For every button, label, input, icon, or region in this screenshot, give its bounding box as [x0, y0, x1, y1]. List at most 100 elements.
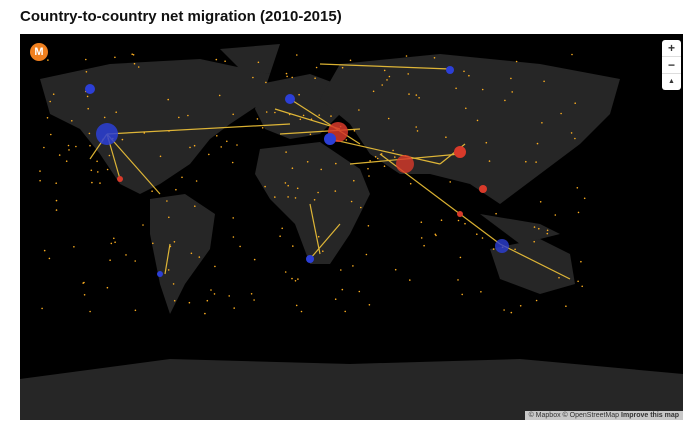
- flow-dot: [194, 205, 196, 207]
- flow-dot: [265, 81, 267, 84]
- flow-dot: [187, 114, 189, 117]
- flow-dot: [142, 224, 144, 226]
- flow-dot: [383, 165, 386, 167]
- flow-dot: [511, 91, 513, 93]
- flow-dot: [335, 162, 337, 165]
- flow-dot: [296, 54, 298, 56]
- flow-dot: [374, 156, 377, 158]
- flow-dot: [353, 179, 355, 182]
- flow-dot: [541, 122, 543, 124]
- flow-dot: [449, 181, 452, 183]
- flow-dot: [167, 98, 169, 101]
- flow-dot: [457, 219, 460, 222]
- flow-dot: [481, 88, 484, 91]
- flow-dot: [274, 111, 276, 114]
- flow-dot: [504, 99, 506, 102]
- flow-dot: [314, 77, 316, 79]
- compass[interactable]: ▲: [668, 78, 675, 85]
- flow-dot: [198, 256, 201, 258]
- flow-dot: [58, 154, 61, 156]
- flow-dot: [232, 217, 234, 219]
- flow-dot: [231, 161, 234, 164]
- flow-dot: [250, 293, 253, 295]
- flow-dot: [134, 309, 137, 312]
- flow-dot: [358, 109, 360, 111]
- flow-dot: [215, 58, 218, 61]
- flow-dot: [298, 93, 300, 96]
- flow-dot: [178, 116, 180, 119]
- flow-dot: [131, 53, 133, 55]
- flow-dot: [46, 117, 49, 119]
- flow-dot: [341, 288, 344, 291]
- flow-dot: [233, 307, 235, 309]
- flow-dot: [253, 299, 255, 301]
- flow-dot: [91, 181, 93, 184]
- flow-dot: [83, 294, 86, 296]
- flow-dot: [405, 55, 408, 57]
- flow-dot: [457, 279, 459, 281]
- flow-dot: [481, 237, 484, 239]
- improve-link[interactable]: Improve this map: [621, 412, 679, 419]
- flow-dot: [287, 196, 289, 198]
- flow-dot: [226, 140, 228, 143]
- flow-dot: [87, 107, 89, 110]
- flow-dot: [407, 73, 410, 75]
- flow-dot: [55, 199, 58, 202]
- flow-dot: [85, 71, 88, 73]
- flow-dot: [67, 144, 70, 147]
- flow-dot: [306, 161, 309, 163]
- zoom-in[interactable]: +: [662, 40, 681, 57]
- mapbox-link[interactable]: © Mapbox: [528, 412, 561, 419]
- flow-dot: [39, 179, 41, 182]
- osm-link[interactable]: © OpenStreetMap: [562, 412, 620, 419]
- flow-dot: [65, 160, 68, 162]
- flow-dot: [539, 201, 542, 203]
- flow-dot: [515, 60, 518, 63]
- flow-dot: [380, 153, 383, 155]
- flow-dot: [190, 252, 193, 255]
- flow-dot: [464, 222, 466, 225]
- zoom-out[interactable]: −: [662, 57, 681, 74]
- flow-dot: [49, 100, 51, 103]
- flow-dot: [302, 114, 305, 117]
- flow-dot: [330, 115, 332, 117]
- flow-dot: [216, 135, 218, 137]
- flow-dot: [82, 282, 84, 284]
- flow-dot: [286, 75, 288, 78]
- flow-dot: [309, 133, 312, 136]
- flow-dot: [574, 137, 576, 140]
- flow-dot: [297, 278, 299, 280]
- flow-dot: [48, 257, 51, 260]
- flow-dot: [43, 249, 46, 252]
- flow-dot: [345, 139, 348, 141]
- flow-dot: [358, 290, 361, 293]
- flow-dot: [570, 132, 573, 134]
- flow-dot: [284, 182, 287, 184]
- flow-dot: [583, 197, 586, 200]
- flow-dot: [369, 160, 371, 162]
- flow-dot: [232, 236, 235, 238]
- flow-dot: [440, 219, 443, 221]
- flow-dot: [103, 116, 106, 119]
- flow-dot: [133, 62, 136, 65]
- mapbox-logo[interactable]: M: [30, 43, 48, 61]
- flow-dot: [115, 111, 117, 113]
- flow-dot: [576, 187, 579, 189]
- flow-dot: [181, 176, 183, 179]
- flow-dot: [340, 269, 342, 271]
- flow-dot: [381, 84, 384, 86]
- flow-dot: [285, 72, 288, 75]
- flow-dot: [55, 182, 57, 184]
- flow-dot: [236, 144, 238, 146]
- flow-dot: [152, 242, 154, 245]
- flow-dot: [265, 111, 268, 113]
- map[interactable]: M + − ▲ © Mapbox © OpenStreetMap Improve…: [20, 34, 683, 420]
- flow-dot: [533, 240, 535, 243]
- flow-dot: [295, 304, 298, 307]
- flow-dot: [296, 187, 299, 190]
- flow-dot: [546, 232, 549, 235]
- flow-dot: [210, 289, 212, 291]
- flow-dot: [445, 136, 447, 138]
- flow-dot: [386, 79, 388, 81]
